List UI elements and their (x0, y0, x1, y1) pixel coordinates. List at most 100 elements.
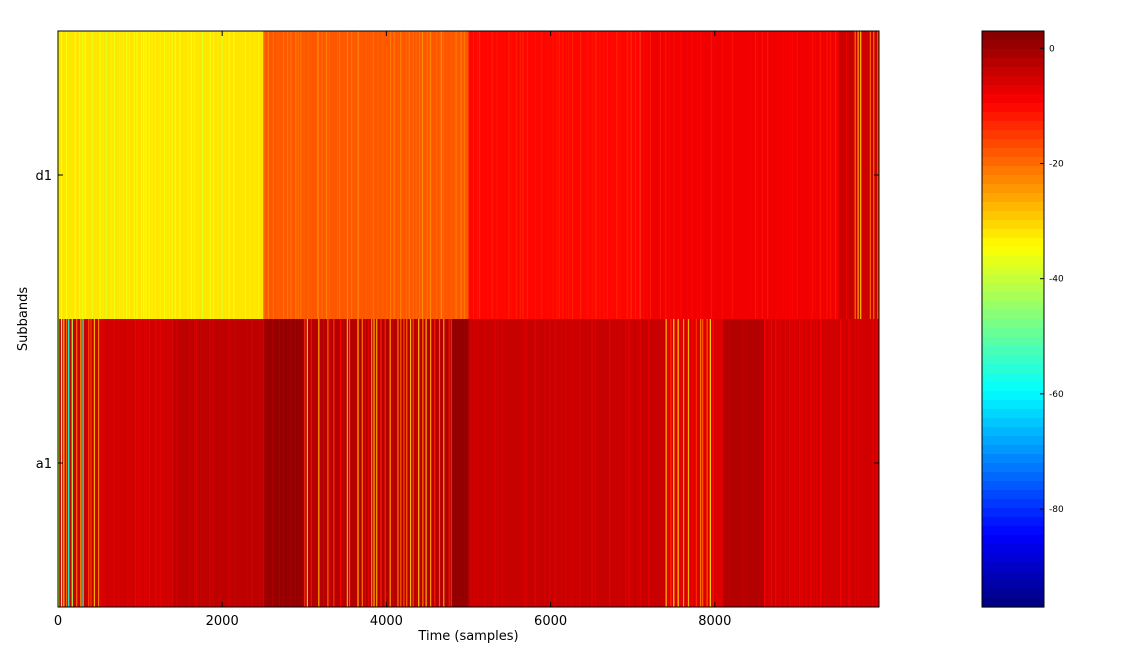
heatmap-stripe (303, 31, 305, 319)
heatmap-stripe (490, 319, 492, 607)
heatmap-stripe (267, 31, 269, 319)
heatmap-stripe (705, 31, 707, 319)
heatmap-stripe (452, 319, 454, 607)
heatmap-stripe (680, 31, 682, 319)
heatmap-stripe (136, 31, 138, 319)
heatmap-stripe (717, 31, 720, 319)
colorbar-tick-label: 0 (1049, 44, 1055, 54)
heatmap-stripe (322, 319, 325, 607)
heatmap-stripe (306, 319, 308, 607)
heatmap-stripe (343, 319, 345, 607)
heatmap-stripe (735, 319, 738, 607)
heatmap-stripe (397, 319, 399, 607)
colorbar-swatch (982, 598, 1044, 608)
colorbar-swatch (982, 535, 1044, 545)
heatmap-stripe (742, 319, 744, 607)
heatmap-stripe (148, 319, 151, 607)
colorbar-swatch (982, 346, 1044, 356)
heatmap-stripe (515, 31, 517, 319)
heatmap-stripe (128, 31, 131, 319)
heatmap-stripe (534, 319, 536, 607)
heatmap-stripe (852, 31, 854, 319)
heatmap-stripe (565, 319, 567, 607)
heatmap-stripe (93, 319, 95, 607)
heatmap-stripe (594, 319, 597, 607)
heatmap-stripe (646, 31, 648, 319)
heatmap-stripe (873, 31, 875, 319)
heatmap-stripe (648, 319, 650, 607)
heatmap-stripe (569, 319, 572, 607)
heatmap-stripe (796, 319, 798, 607)
colorbar-swatch (982, 427, 1044, 437)
heatmap-stripe (538, 31, 540, 319)
colorbar-swatch (982, 139, 1044, 149)
heatmap-stripe (540, 319, 542, 607)
heatmap-stripe (730, 319, 733, 607)
heatmap-stripe (234, 319, 236, 607)
heatmap-stripe (314, 319, 316, 607)
colorbar-swatch (982, 481, 1044, 491)
heatmap-stripe (168, 31, 171, 319)
heatmap-stripe (614, 319, 616, 607)
x-tick-label: 2000 (206, 614, 239, 629)
heatmap-stripe (65, 31, 68, 319)
heatmap-stripe (412, 319, 414, 607)
heatmap-stripe (472, 31, 475, 319)
heatmap-stripe (174, 31, 177, 319)
colorbar-swatch (982, 517, 1044, 527)
heatmap-stripe (180, 319, 182, 607)
heatmap-stripe (108, 319, 110, 607)
heatmap-stripe (478, 31, 481, 319)
heatmap-stripe (745, 319, 747, 607)
heatmap-stripe (164, 319, 166, 607)
heatmap-stripe (644, 319, 646, 607)
heatmap-stripe (826, 31, 828, 319)
heatmap-stripe (691, 31, 693, 319)
heatmap-stripe (575, 31, 577, 319)
heatmap-stripe (707, 31, 710, 319)
heatmap-stripe (776, 31, 778, 319)
heatmap-stripe (242, 31, 244, 319)
heatmap-stripe (443, 319, 445, 607)
heatmap-stripe (757, 31, 759, 319)
heatmap-stripe (151, 31, 153, 319)
heatmap-stripe (625, 319, 627, 607)
colorbar-swatch (982, 40, 1044, 50)
heatmap-stripe (346, 319, 348, 607)
heatmap-stripe (584, 31, 586, 319)
heatmap-stripe (597, 319, 599, 607)
heatmap-stripe (422, 319, 424, 607)
heatmap-stripe (702, 31, 704, 319)
heatmap-stripe (336, 319, 338, 607)
heatmap-stripe (203, 319, 206, 607)
heatmap-stripe (313, 31, 315, 319)
heatmap-stripe (340, 319, 342, 607)
heatmap-stripe (84, 31, 86, 319)
colorbar-swatch (982, 409, 1044, 419)
heatmap-stripe (863, 319, 865, 607)
heatmap-stripe (630, 31, 632, 319)
colorbar-swatch (982, 175, 1044, 185)
heatmap-stripe (813, 319, 815, 607)
heatmap-stripe (491, 31, 493, 319)
heatmap-stripe (805, 319, 807, 607)
colorbar-swatch (982, 301, 1044, 311)
heatmap-stripe (224, 31, 227, 319)
heatmap-stripe (767, 31, 769, 319)
heatmap-stripe (438, 319, 441, 607)
heatmap-stripe (259, 319, 261, 607)
colorbar-swatch (982, 490, 1044, 500)
colorbar-swatch (982, 454, 1044, 464)
heatmap-stripe (694, 31, 696, 319)
heatmap-stripe (759, 319, 761, 607)
heatmap-stripe (103, 319, 105, 607)
heatmap-stripe (113, 31, 115, 319)
heatmap-stripe (565, 31, 568, 319)
heatmap-stripe (450, 31, 452, 319)
heatmap-stripe (415, 31, 417, 319)
heatmap-stripe (709, 319, 711, 607)
heatmap-stripe (263, 319, 265, 607)
heatmap-stripe (662, 31, 665, 319)
heatmap-stripe (606, 31, 609, 319)
heatmap-stripe (591, 319, 593, 607)
